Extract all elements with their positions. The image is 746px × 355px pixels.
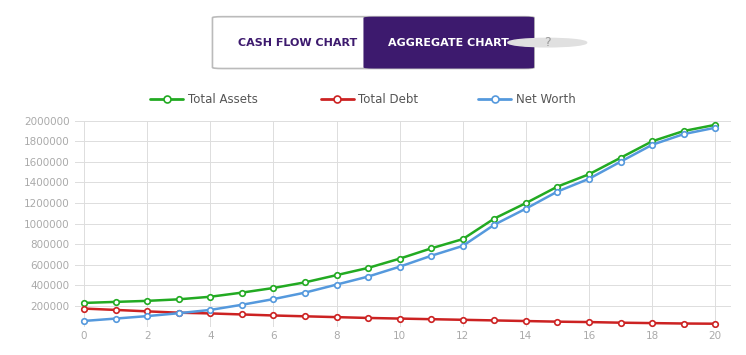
Text: CASH FLOW CHART: CASH FLOW CHART bbox=[238, 38, 357, 48]
Text: ?: ? bbox=[544, 36, 551, 49]
Text: Total Debt: Total Debt bbox=[358, 93, 419, 106]
FancyBboxPatch shape bbox=[363, 17, 534, 69]
Text: Net Worth: Net Worth bbox=[515, 93, 575, 106]
Text: AGGREGATE CHART: AGGREGATE CHART bbox=[389, 38, 510, 48]
Text: Total Assets: Total Assets bbox=[187, 93, 257, 106]
Circle shape bbox=[508, 38, 586, 47]
FancyBboxPatch shape bbox=[213, 17, 534, 69]
